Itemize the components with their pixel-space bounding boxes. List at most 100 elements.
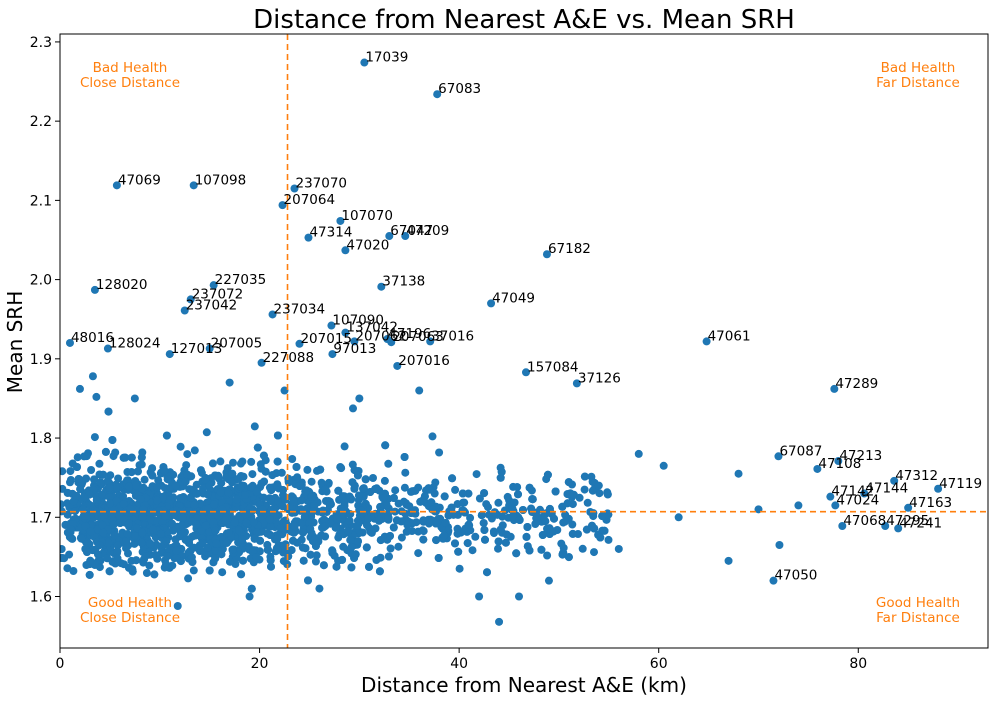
scatter-point	[310, 535, 319, 544]
scatter-point	[432, 536, 441, 545]
scatter-point	[208, 459, 217, 468]
scatter-point	[447, 503, 456, 512]
labeled-point	[881, 521, 890, 530]
scatter-point	[229, 458, 237, 467]
point-label: 47144	[865, 481, 908, 497]
scatter-point	[273, 457, 282, 466]
scatter-point	[210, 547, 219, 556]
scatter-point	[382, 501, 391, 510]
scatter-point	[241, 491, 250, 499]
scatter-point	[113, 541, 122, 550]
scatter-point	[83, 548, 91, 556]
point-label: 47068	[843, 513, 886, 529]
scatter-point	[201, 521, 210, 530]
scatter-point	[347, 542, 356, 551]
scatter-point	[515, 592, 524, 601]
scatter-point	[130, 539, 139, 548]
scatter-point	[386, 544, 395, 553]
scatter-point	[494, 537, 503, 546]
x-axis-label: Distance from Nearest A&E (km)	[361, 673, 687, 697]
scatter-point	[73, 453, 82, 462]
scatter-point	[311, 557, 320, 566]
scatter-point	[225, 378, 234, 387]
scatter-point	[99, 528, 108, 537]
labeled-point	[290, 184, 299, 193]
scatter-point	[734, 469, 743, 478]
scatter-point	[503, 492, 512, 501]
scatter-point	[340, 442, 349, 451]
scatter-point	[293, 473, 302, 482]
point-label: 47119	[939, 476, 982, 492]
scatter-point	[172, 506, 181, 515]
scatter-point	[214, 474, 223, 483]
point-label: 47196	[388, 326, 431, 342]
scatter-point	[558, 502, 567, 511]
scatter-point	[264, 545, 272, 554]
scatter-point	[183, 450, 192, 459]
scatter-point	[394, 542, 403, 551]
labeled-point	[103, 344, 112, 353]
point-label: 47020	[346, 237, 389, 253]
scatter-point	[273, 534, 282, 543]
scatter-point	[303, 465, 312, 474]
scatter-point	[386, 532, 394, 540]
scatter-point	[245, 592, 254, 601]
scatter-point	[483, 568, 491, 577]
scatter-point	[300, 512, 309, 521]
scatter-point	[261, 467, 270, 476]
scatter-point	[589, 512, 598, 521]
scatter-point	[466, 513, 475, 522]
scatter-point	[522, 532, 531, 541]
scatter-point	[568, 529, 577, 538]
labeled-point	[860, 489, 869, 498]
scatter-point	[112, 483, 121, 492]
scatter-point	[775, 541, 784, 550]
scatter-point	[163, 475, 172, 484]
scatter-point	[364, 514, 372, 523]
scatter-point	[212, 539, 221, 548]
scatter-point	[127, 468, 136, 477]
scatter-point	[349, 404, 357, 413]
point-label: 207015	[300, 331, 352, 347]
axes: 0 20 40 60 80 1.6 1.7 1.8 1.9 2.0 2.1 2.2 2.3	[30, 33, 989, 672]
scatter-point	[145, 561, 154, 570]
point-label: 97013	[333, 341, 376, 357]
scatter-point	[290, 522, 299, 531]
labeled-point	[350, 337, 359, 346]
labeled-point	[487, 299, 496, 308]
scatter-point	[257, 479, 266, 488]
quadrant-label: Bad Health	[881, 60, 956, 76]
scatter-point	[355, 491, 363, 500]
scatter-point	[333, 514, 342, 523]
scatter-point	[104, 407, 113, 416]
scatter-point	[414, 527, 423, 536]
scatter-point	[441, 519, 450, 527]
scatter-point	[149, 525, 157, 534]
point-label: 17039	[365, 50, 408, 66]
scatter-point	[397, 533, 406, 542]
scatter-point	[289, 497, 298, 506]
point-label: 107070	[341, 208, 393, 224]
scatter-point	[514, 490, 522, 499]
scatter-point	[216, 457, 225, 466]
scatter-point	[325, 501, 334, 509]
point-label: 47312	[895, 468, 938, 484]
scatter-point	[86, 556, 95, 565]
scatter-point	[63, 564, 72, 573]
labeled-point	[831, 501, 840, 510]
scatter-point	[178, 513, 187, 522]
scatter-point	[171, 535, 180, 544]
scatter-point	[281, 546, 290, 555]
point-label: 48016	[71, 330, 114, 346]
scatter-point	[75, 384, 84, 393]
scatter-point	[60, 554, 66, 562]
scatter-point	[151, 551, 160, 559]
scatter-point	[674, 513, 683, 522]
chart-title: Distance from Nearest A&E vs. Mean SRH	[253, 5, 795, 35]
scatter-point	[252, 528, 261, 537]
point-label: 47108	[818, 456, 861, 472]
scatter-point	[614, 544, 623, 553]
scatter-point	[440, 492, 449, 501]
scatter-point	[444, 511, 453, 520]
scatter-point	[472, 470, 481, 479]
